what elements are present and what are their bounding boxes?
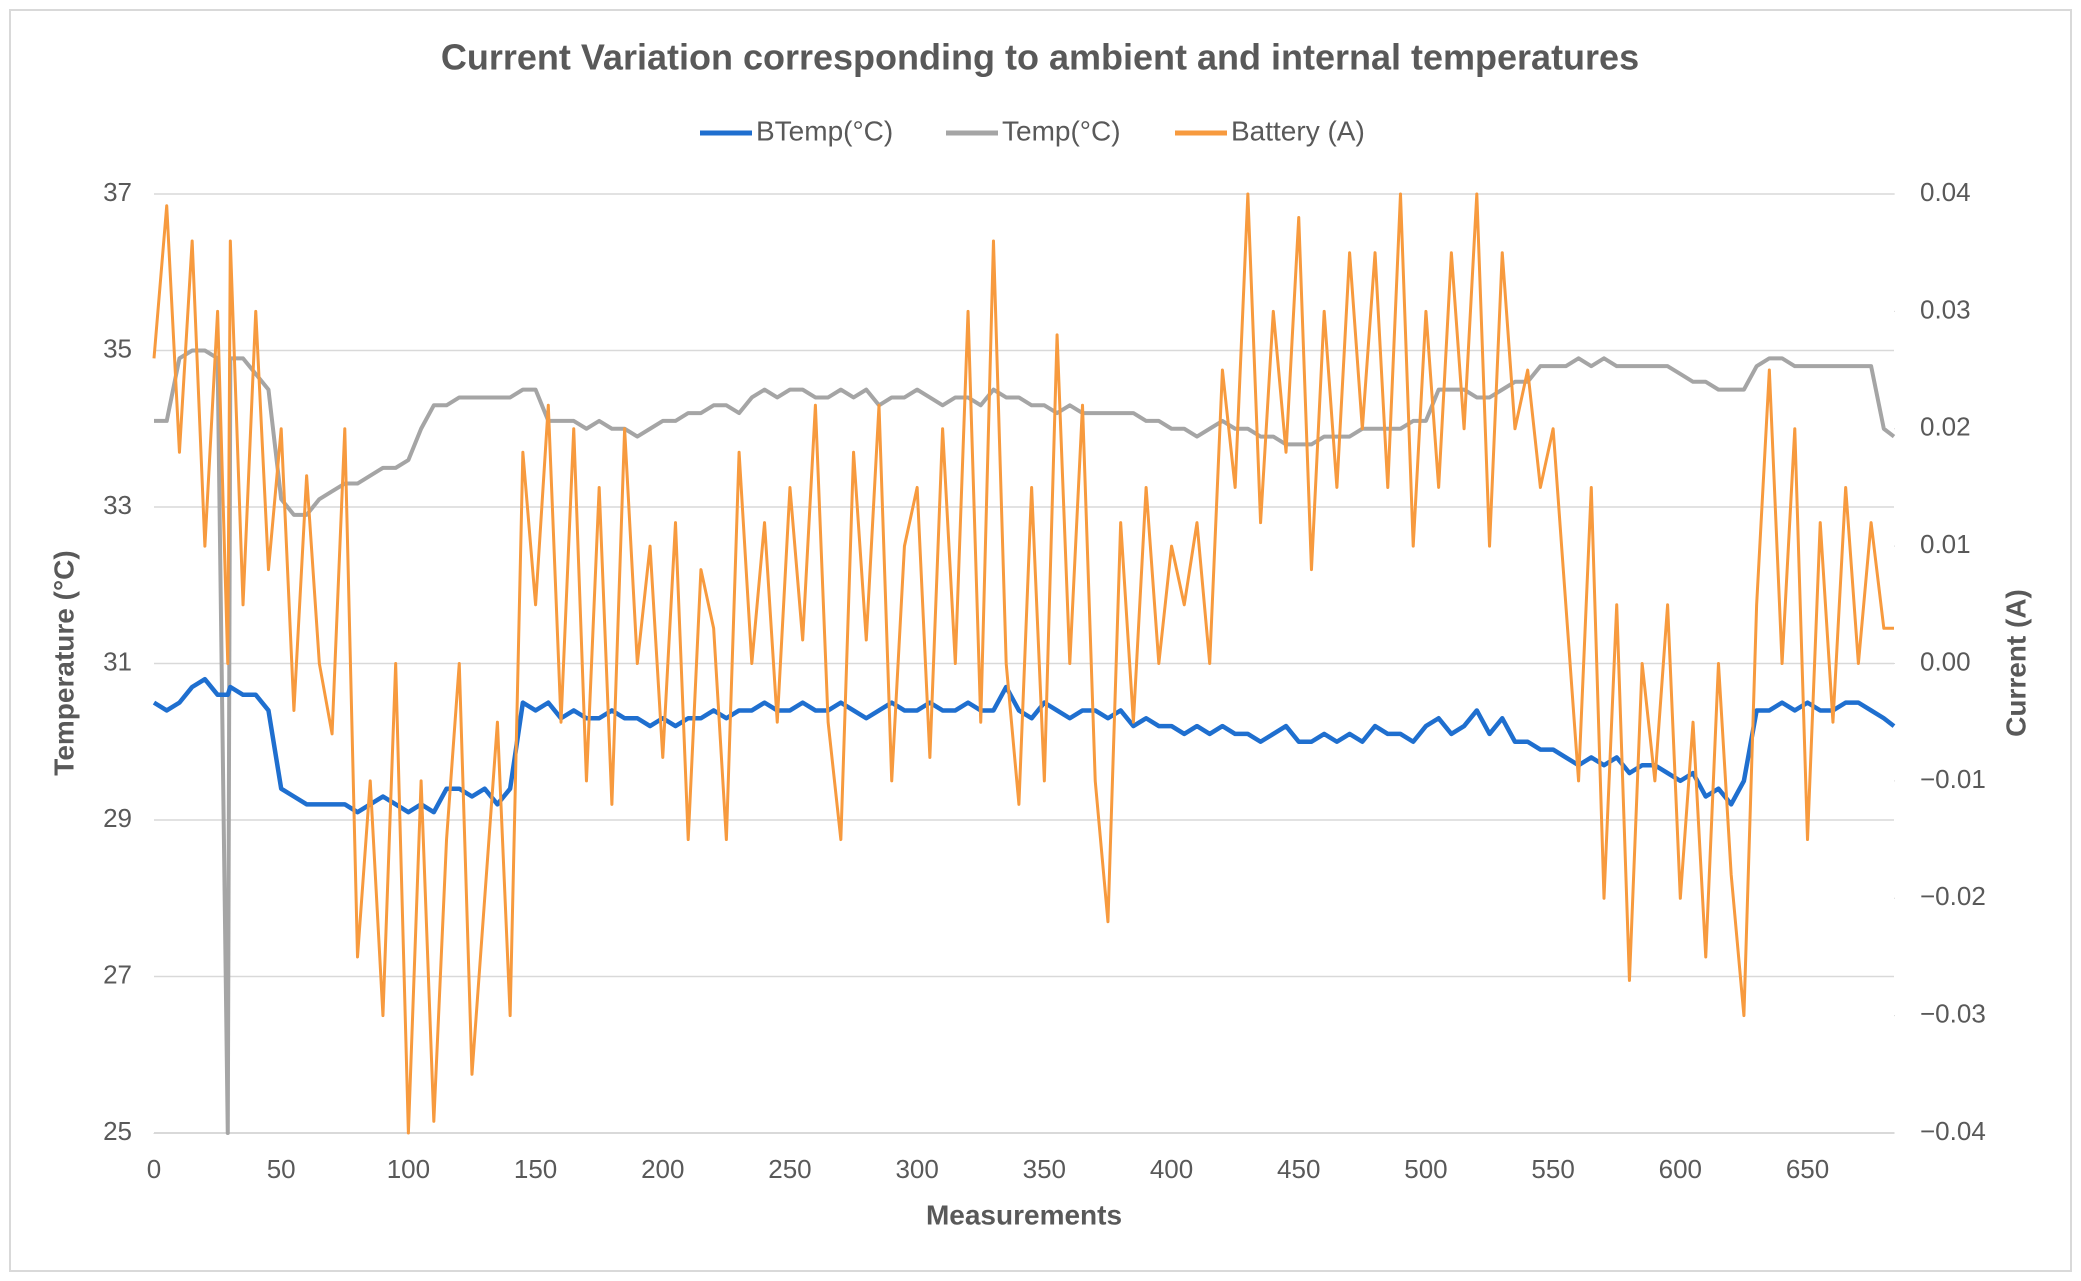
x-tick-label: 200 [641, 1154, 684, 1184]
plot [152, 192, 1896, 1135]
chart-title: Current Variation corresponding to ambie… [441, 37, 1639, 78]
y-tick-label: 25 [103, 1116, 132, 1146]
x-tick-label: 500 [1404, 1154, 1447, 1184]
y2-tick-label: −0.02 [1920, 881, 1986, 911]
y2-tick-label: 0.04 [1920, 177, 1971, 207]
x-tick-label: 350 [1023, 1154, 1066, 1184]
grid: 25 27 29 31 33 35 37 −0.04 −0.03 −0.02 −0.01 0.00 0.… [103, 177, 1986, 1184]
y2-tick-label: 0.00 [1920, 646, 1971, 676]
y2-tick-label: −0.04 [1920, 1116, 1986, 1146]
x-tick-label: 650 [1786, 1154, 1829, 1184]
x-tick-label: 0 [147, 1154, 161, 1184]
x-tick-label: 300 [895, 1154, 938, 1184]
series-line [154, 348, 1896, 1135]
y2-tick-label: 0.03 [1920, 294, 1971, 324]
legend-label: Battery (A) [1231, 115, 1365, 146]
series-line [152, 676, 1896, 815]
x-tick-label: 450 [1277, 1154, 1320, 1184]
x-tick-label: 250 [768, 1154, 811, 1184]
y-axis-title: Temperature (°C) [48, 550, 79, 775]
y-tick-label: 27 [103, 959, 132, 989]
series-line [152, 192, 1894, 1135]
y2-tick-label: −0.01 [1920, 764, 1986, 794]
chart-frame [9, 9, 2072, 1272]
legend-label: Temp(°C) [1002, 115, 1121, 146]
y-tick-label: 31 [103, 646, 132, 676]
x-tick-label: 400 [1150, 1154, 1193, 1184]
x-tick-label: 100 [387, 1154, 430, 1184]
y-tick-label: 33 [103, 490, 132, 520]
y2-axis-title: Current (A) [2000, 589, 2031, 737]
y-tick-label: 29 [103, 803, 132, 833]
y-tick-label: 37 [103, 177, 132, 207]
x-tick-label: 550 [1531, 1154, 1574, 1184]
x-tick-label: 50 [267, 1154, 296, 1184]
legend-label: BTemp(°C) [756, 115, 893, 146]
y2-tick-label: 0.01 [1920, 529, 1971, 559]
legend: BTemp(°C) Temp(°C) Battery (A) [700, 115, 1365, 146]
x-tick-label: 150 [514, 1154, 557, 1184]
x-tick-label: 600 [1659, 1154, 1702, 1184]
y2-tick-label: −0.03 [1920, 999, 1986, 1029]
y-tick-label: 35 [103, 333, 132, 363]
y2-tick-label: 0.02 [1920, 412, 1971, 442]
x-axis-title: Measurements [926, 1199, 1122, 1230]
